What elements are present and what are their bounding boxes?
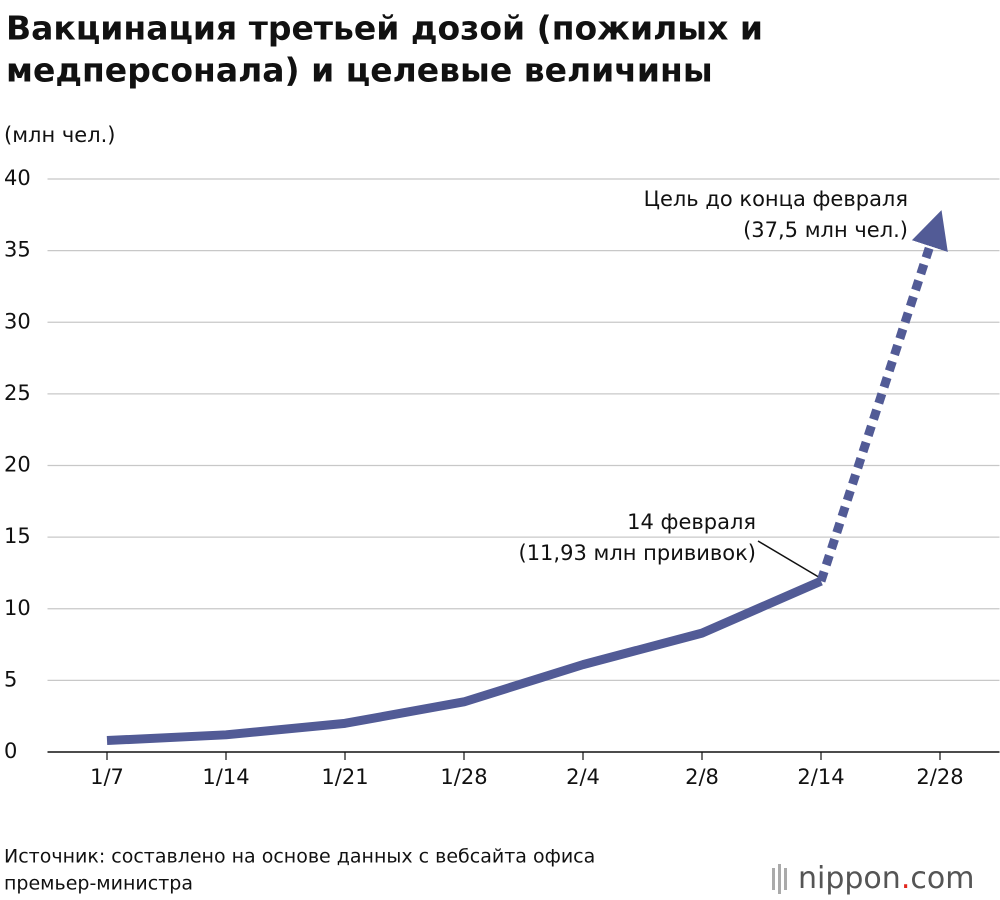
source: Источник: составлено на основе данных с … [4, 846, 595, 868]
annotation: (37,5 млн чел.) [743, 218, 908, 242]
annotation: Цель до конца февраля [644, 187, 908, 211]
x-tick-label: 1/7 [90, 765, 124, 789]
logo-bar [772, 868, 775, 890]
x-tick-label: 2/4 [566, 765, 600, 789]
x-tick-label: 2/28 [916, 765, 963, 789]
y-tick-label: 10 [4, 596, 31, 620]
y-tick-label: 35 [4, 238, 31, 262]
chart-title: медперсонала) и целевые величины [6, 51, 713, 90]
y-tick-label: 0 [4, 739, 17, 763]
y-tick-label: 5 [4, 667, 17, 691]
x-tick-label: 2/14 [797, 765, 844, 789]
logo-part: com [910, 861, 974, 896]
leader-line [757, 540, 823, 580]
logo-part: nippon [798, 861, 901, 896]
x-tick-label: 1/14 [202, 765, 249, 789]
logo-part: . [901, 861, 911, 896]
logo-bar [784, 868, 787, 890]
x-tick-label: 1/28 [440, 765, 487, 789]
y-tick-label: 30 [4, 309, 31, 333]
logo-bar [778, 864, 781, 894]
y-axis-label: (млн чел.) [4, 123, 115, 147]
chart-title: Вакцинация третьей дозой (пожилых и [6, 9, 763, 48]
y-tick-label: 20 [4, 453, 31, 477]
x-tick-label: 2/8 [685, 765, 719, 789]
y-tick-label: 40 [4, 166, 31, 190]
x-tick-label: 1/21 [321, 765, 368, 789]
logo-text: nippon.com [798, 861, 974, 896]
y-tick-label: 15 [4, 524, 31, 548]
logo: nippon.com [772, 861, 974, 896]
line [106, 576, 823, 746]
line [816, 210, 948, 583]
annotation: (11,93 млн прививок) [519, 541, 757, 565]
source: премьер-министра [4, 873, 193, 895]
annotation: 14 февраля [627, 510, 756, 534]
y-tick-label: 25 [4, 381, 31, 405]
